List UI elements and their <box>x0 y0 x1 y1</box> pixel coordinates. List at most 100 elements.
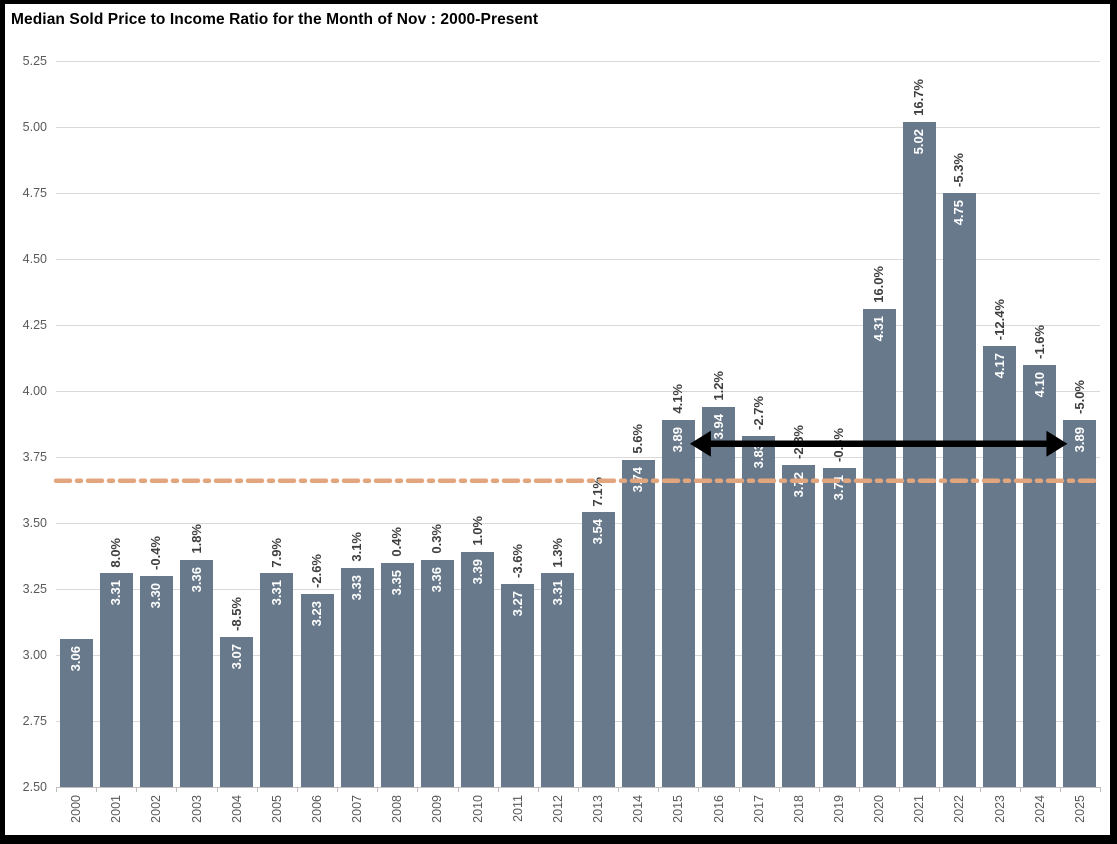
bar-value-label: 5.02 <box>911 128 927 155</box>
x-axis-year-label: 2009 <box>430 795 445 823</box>
bar-value-label: 3.31 <box>108 580 124 606</box>
pct-change-label: -0.3% <box>831 427 846 462</box>
x-axis-year-label: 2013 <box>591 795 606 823</box>
x-axis-year-label: 2001 <box>109 795 124 823</box>
pct-change-label: 1.0% <box>469 516 485 547</box>
x-axis-year-label: 2012 <box>550 795 565 823</box>
x-axis-year-label: 2024 <box>1032 795 1047 823</box>
pct-change-label: -2.7% <box>750 395 766 430</box>
x-axis-year-label: 2020 <box>872 795 887 823</box>
bar-2004 <box>220 636 254 787</box>
bar-value-label: 3.72 <box>790 471 806 498</box>
x-axis-year-label: 2003 <box>189 795 204 823</box>
x-axis-tick <box>457 787 459 792</box>
x-axis-tick <box>176 787 178 792</box>
pct-change-label: 1.8% <box>188 524 204 554</box>
gridline <box>56 391 1100 392</box>
y-axis-tick-label: 4.75 <box>22 186 47 200</box>
bar-value-label: 4.10 <box>1031 371 1047 397</box>
x-axis-year-label: 2010 <box>470 795 485 823</box>
bar-value-label: 3.35 <box>389 569 405 595</box>
bar-2007 <box>340 567 374 787</box>
x-axis-tick <box>337 787 339 792</box>
x-axis-tick <box>56 787 57 792</box>
gridline <box>56 127 1100 128</box>
bar-value-label: 3.83 <box>750 442 766 469</box>
x-axis-year-label: 2015 <box>671 795 686 823</box>
y-axis-tick-label: 3.75 <box>22 450 47 464</box>
x-axis-year-label: 2004 <box>229 795 244 823</box>
x-axis-year-label: 2022 <box>952 795 967 823</box>
gridline <box>56 61 1100 62</box>
bar-value-label: 3.33 <box>349 574 365 601</box>
bar-value-label: 3.31 <box>268 580 284 606</box>
bar-value-label: 3.23 <box>309 601 324 627</box>
bar-2008 <box>380 562 414 787</box>
y-axis-tick-label: 3.25 <box>22 582 47 596</box>
bar-value-label: 3.30 <box>148 582 164 609</box>
y-axis-tick-label: 5.25 <box>22 54 47 68</box>
bar-value-label: 3.89 <box>1071 427 1087 453</box>
pct-change-label: 3.1% <box>349 532 365 562</box>
x-axis-tick <box>417 787 419 792</box>
x-axis-tick <box>778 787 780 792</box>
x-axis-tick <box>618 787 620 792</box>
y-axis-tick-label: 2.50 <box>22 780 47 794</box>
x-axis-tick <box>96 787 98 792</box>
bar-2000 <box>59 639 93 787</box>
bar-value-label: 4.75 <box>951 200 967 226</box>
x-axis-year-label: 2002 <box>149 795 164 823</box>
x-axis-year-label: 2000 <box>69 795 84 823</box>
y-axis-tick-label: 3.50 <box>22 516 47 530</box>
bar-value-label: 3.54 <box>590 519 606 545</box>
chart-title: Median Sold Price to Income Ratio for th… <box>11 11 539 28</box>
y-axis-tick-label: 5.00 <box>22 120 47 134</box>
x-axis-tick <box>939 787 941 792</box>
bar-value-label: 3.94 <box>710 413 726 440</box>
x-axis-year-label: 2011 <box>510 795 525 822</box>
x-axis-tick <box>658 787 660 792</box>
bar-2017 <box>742 435 776 787</box>
bar-2016 <box>702 406 736 787</box>
bar-value-label: 4.31 <box>871 316 887 342</box>
y-axis-tick-label: 4.25 <box>22 318 47 332</box>
bar-value-label: 3.27 <box>509 590 525 617</box>
plot-area: 5.25 5.00 4.75 4.50 4.25 4.00 3.75 3.50 3.25 3.00… <box>5 4 1110 835</box>
pct-change-label: 16.0% <box>871 266 887 304</box>
bar-value-label: 3.39 <box>469 559 485 585</box>
gridline <box>56 589 1100 590</box>
pct-change-label: 0.3% <box>429 524 445 554</box>
x-axis-tick <box>859 787 861 792</box>
x-axis-tick <box>136 787 138 792</box>
gridline <box>56 193 1100 194</box>
pct-change-label: -8.5% <box>228 596 244 631</box>
gridline <box>56 655 1100 656</box>
pct-change-label: 4.1% <box>670 384 686 415</box>
pct-change-label: 7.9% <box>268 537 284 568</box>
bar-value-label: 4.17 <box>991 353 1007 379</box>
pct-change-label: -5.3% <box>951 153 967 187</box>
bar-2012 <box>541 573 575 787</box>
x-axis-year-label: 2016 <box>711 795 726 823</box>
bar-2024 <box>1023 364 1057 787</box>
bar-2006 <box>300 594 334 787</box>
bar-value-label: 3.07 <box>228 643 244 669</box>
pct-change-label: 1.2% <box>710 371 726 401</box>
pct-change-label: 1.3% <box>549 537 565 568</box>
x-axis-year-label: 2006 <box>310 795 324 823</box>
pct-change-label: 0.4% <box>389 526 405 557</box>
x-axis-tick <box>578 787 579 792</box>
bar-2009 <box>420 559 454 787</box>
x-axis-year-label: 2005 <box>269 795 284 823</box>
bar-2003 <box>180 559 214 787</box>
bar-2020 <box>862 309 896 787</box>
x-axis-tick <box>698 787 700 792</box>
y-axis-tick-label: 2.75 <box>22 714 47 728</box>
bar-2018 <box>782 464 816 787</box>
pct-change-label: 16.7% <box>911 78 927 116</box>
x-axis-year-label: 2025 <box>1072 795 1087 823</box>
x-axis-tick <box>1059 787 1061 792</box>
pct-change-label: 7.1% <box>590 476 606 507</box>
bar-2023 <box>983 346 1017 787</box>
